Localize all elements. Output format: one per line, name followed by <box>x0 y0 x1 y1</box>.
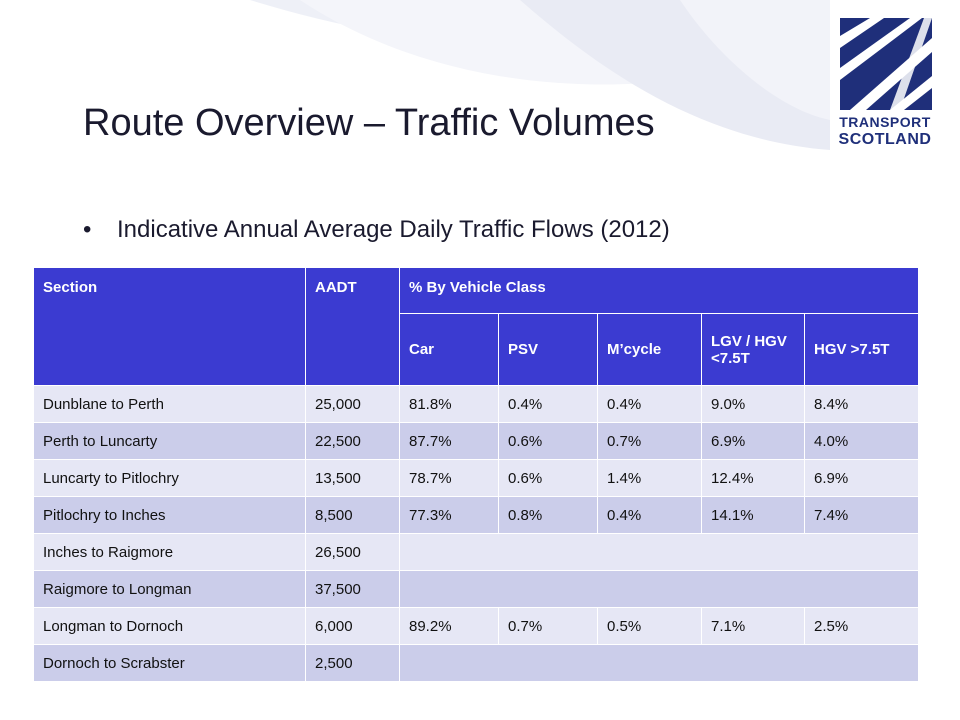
cell-aadt: 13,500 <box>305 459 400 497</box>
table-row: Dunblane to Perth 25,000 81.8% 0.4% 0.4%… <box>33 385 920 423</box>
cell-section: Dunblane to Perth <box>33 385 306 423</box>
cell-lgv: 12.4% <box>701 459 805 497</box>
cell-section: Longman to Dornoch <box>33 607 306 645</box>
cell-aadt: 6,000 <box>305 607 400 645</box>
cell-car: 78.7% <box>399 459 499 497</box>
transport-scotland-logo-mark-icon <box>840 18 932 110</box>
slide-title: Route Overview – Traffic Volumes <box>83 102 655 144</box>
cell-section: Raigmore to Longman <box>33 570 306 608</box>
logo-text-transport: TRANSPORT <box>839 114 931 130</box>
cell-section: Luncarty to Pitlochry <box>33 459 306 497</box>
cell-empty-merged <box>398 533 920 571</box>
cell-psv: 0.4% <box>498 385 598 423</box>
table-row: Inches to Raigmore 26,500 <box>33 533 920 571</box>
logo-text-scotland: SCOTLAND <box>838 131 932 148</box>
cell-lgv: 14.1% <box>701 496 805 534</box>
table-row: Longman to Dornoch 6,000 89.2% 0.7% 0.5%… <box>33 607 920 645</box>
cell-section: Pitlochry to Inches <box>33 496 306 534</box>
cell-aadt: 37,500 <box>305 570 400 608</box>
table-row: Perth to Luncarty 22,500 87.7% 0.6% 0.7%… <box>33 422 920 460</box>
cell-aadt: 26,500 <box>305 533 400 571</box>
cell-section: Perth to Luncarty <box>33 422 306 460</box>
cell-psv: 0.6% <box>498 422 598 460</box>
cell-hgv: 8.4% <box>803 385 920 423</box>
cell-aadt: 25,000 <box>305 385 400 423</box>
cell-aadt: 2,500 <box>305 644 400 682</box>
cell-section: Inches to Raigmore <box>33 533 306 571</box>
header-psv: PSV <box>498 313 598 386</box>
cell-mcycle: 1.4% <box>597 459 702 497</box>
cell-car: 77.3% <box>399 496 499 534</box>
cell-car: 81.8% <box>399 385 499 423</box>
table-row: Luncarty to Pitlochry 13,500 78.7% 0.6% … <box>33 459 920 497</box>
cell-section: Dornoch to Scrabster <box>33 644 306 682</box>
transport-scotland-logo: TRANSPORT SCOTLAND <box>832 18 938 152</box>
table-row: Raigmore to Longman 37,500 <box>33 570 920 608</box>
cell-empty-merged <box>398 644 920 682</box>
cell-hgv: 2.5% <box>803 607 920 645</box>
table-row: Pitlochry to Inches 8,500 77.3% 0.8% 0.4… <box>33 496 920 534</box>
header-aadt: AADT <box>305 267 400 386</box>
header-lgv: LGV / HGV <7.5T <box>701 313 805 386</box>
bullet-dot-icon: • <box>83 216 92 243</box>
cell-aadt: 22,500 <box>305 422 400 460</box>
cell-hgv: 4.0% <box>803 422 920 460</box>
cell-car: 89.2% <box>399 607 499 645</box>
header-vehicle-class: % By Vehicle Class <box>398 267 920 314</box>
cell-lgv: 9.0% <box>701 385 805 423</box>
cell-psv: 0.6% <box>498 459 598 497</box>
cell-mcycle: 0.4% <box>597 385 702 423</box>
cell-mcycle: 0.4% <box>597 496 702 534</box>
cell-hgv: 7.4% <box>803 496 920 534</box>
table-row: Dornoch to Scrabster 2,500 <box>33 644 920 682</box>
header-hgv: HGV >7.5T <box>803 313 920 386</box>
cell-mcycle: 0.5% <box>597 607 702 645</box>
cell-mcycle: 0.7% <box>597 422 702 460</box>
cell-lgv: 7.1% <box>701 607 805 645</box>
cell-aadt: 8,500 <box>305 496 400 534</box>
header-mcycle: M’cycle <box>597 313 702 386</box>
cell-psv: 0.7% <box>498 607 598 645</box>
bullet-text: Indicative Annual Average Daily Traffic … <box>117 216 670 243</box>
cell-car: 87.7% <box>399 422 499 460</box>
cell-empty-merged <box>398 570 920 608</box>
traffic-volume-table: Section AADT % By Vehicle Class Car PSV … <box>33 267 920 682</box>
bullet-item: • Indicative Annual Average Daily Traffic… <box>83 216 670 244</box>
cell-hgv: 6.9% <box>803 459 920 497</box>
cell-psv: 0.8% <box>498 496 598 534</box>
cell-lgv: 6.9% <box>701 422 805 460</box>
header-car: Car <box>399 313 499 386</box>
header-section: Section <box>33 267 306 386</box>
